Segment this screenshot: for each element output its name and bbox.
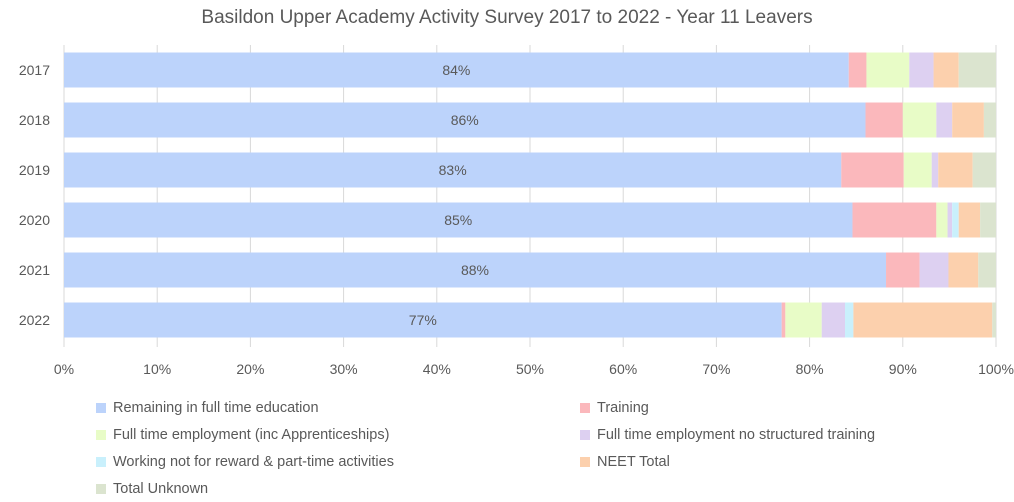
bar-segment-2021-s3 xyxy=(919,252,949,288)
bar-segment-2019-s3 xyxy=(931,152,939,188)
bar-segment-2022-s2 xyxy=(785,302,822,338)
legend-swatch xyxy=(96,430,106,440)
data-label: 84% xyxy=(442,62,470,78)
bar-segment-2022-s1 xyxy=(781,302,786,338)
legend-label: Working not for reward & part-time activ… xyxy=(113,454,394,470)
y-category-label: 2018 xyxy=(19,112,50,128)
bar-segment-2020-s4 xyxy=(952,202,959,238)
x-tick-label: 0% xyxy=(54,361,74,377)
bar-segment-2020-s1 xyxy=(852,202,937,238)
x-tick-label: 50% xyxy=(516,361,544,377)
bar-segment-2019-s6 xyxy=(972,152,996,188)
legend-item: Full time employment (inc Apprenticeship… xyxy=(96,427,389,443)
stacked-bar-chart: 0% 10% 20% 30% 40% 50% 60% 70% 80% 90% 100% 2017 84%… xyxy=(19,45,1014,377)
legend-item: Remaining in full time education xyxy=(96,400,319,416)
bar-segment-2018-s1 xyxy=(865,102,903,138)
bar-segment-2018-s0 xyxy=(64,102,866,138)
legend-item: Total Unknown xyxy=(96,481,208,497)
legend-label: NEET Total xyxy=(597,454,670,470)
legend-swatch xyxy=(580,403,590,413)
bar-segment-2018-s5 xyxy=(952,102,984,138)
x-tick-label: 100% xyxy=(978,361,1014,377)
y-category-label: 2021 xyxy=(19,262,50,278)
bar-segment-2018-s2 xyxy=(902,102,937,138)
bar-segment-2019-s1 xyxy=(841,152,904,188)
data-label: 77% xyxy=(409,312,437,328)
legend-swatch xyxy=(96,484,106,494)
legend-swatch xyxy=(96,457,106,467)
bar-segment-2022-s5 xyxy=(853,302,993,338)
bar-segment-2017-s3 xyxy=(909,52,934,88)
y-category-label: 2022 xyxy=(19,312,50,328)
bar-segment-2021-s0 xyxy=(64,252,887,288)
legend-item: Full time employment no structured train… xyxy=(580,427,875,443)
bar-segment-2021-s1 xyxy=(886,252,920,288)
bar-segment-2019-s0 xyxy=(64,152,842,188)
legend-swatch xyxy=(96,403,106,413)
y-category-label: 2019 xyxy=(19,162,50,178)
legend-swatch xyxy=(580,430,590,440)
bar-segment-2017-s0 xyxy=(64,52,849,88)
legend-swatch xyxy=(580,457,590,467)
bar-segment-2020-s2 xyxy=(936,202,948,238)
bar-segment-2021-s5 xyxy=(948,252,979,288)
bar-segment-2020-s0 xyxy=(64,202,853,238)
x-tick-label: 20% xyxy=(236,361,264,377)
bar-segment-2017-s5 xyxy=(933,52,959,88)
bar-segment-2020-s3 xyxy=(947,202,953,238)
bar-segment-2018-s6 xyxy=(983,102,996,138)
x-tick-label: 70% xyxy=(702,361,730,377)
bar-segment-2017-s6 xyxy=(958,52,996,88)
bar-segment-2022-s3 xyxy=(821,302,846,338)
y-category-label: 2020 xyxy=(19,212,50,228)
legend-item: Training xyxy=(580,400,649,416)
legend-label: Training xyxy=(597,400,649,416)
legend-label: Remaining in full time education xyxy=(113,400,319,416)
bar-segment-2020-s6 xyxy=(980,202,996,238)
data-label: 86% xyxy=(451,112,479,128)
data-label: 88% xyxy=(461,262,489,278)
bar-segment-2022-s6 xyxy=(992,302,996,338)
bar-segment-2022-s4 xyxy=(845,302,854,338)
data-label: 85% xyxy=(444,212,472,228)
legend-item: NEET Total xyxy=(580,454,670,470)
data-label: 83% xyxy=(439,162,467,178)
bar-segment-2019-s2 xyxy=(903,152,932,188)
x-tick-label: 90% xyxy=(889,361,917,377)
bar-segment-2017-s1 xyxy=(848,52,867,88)
legend-item: Working not for reward & part-time activ… xyxy=(96,454,394,470)
bar-segment-2021-s6 xyxy=(978,252,996,288)
x-tick-label: 30% xyxy=(330,361,358,377)
legend-label: Full time employment no structured train… xyxy=(597,427,876,443)
x-tick-label: 60% xyxy=(609,361,637,377)
y-category-label: 2017 xyxy=(19,62,50,78)
legend-label: Total Unknown xyxy=(113,481,209,497)
bar-segment-2020-s5 xyxy=(958,202,981,238)
legend-label: Full time employment (inc Apprenticeship… xyxy=(113,427,390,443)
chart-title: Basildon Upper Academy Activity Survey 2… xyxy=(201,7,813,28)
x-tick-label: 40% xyxy=(423,361,451,377)
x-tick-label: 10% xyxy=(143,361,171,377)
bar-segment-2017-s2 xyxy=(866,52,910,88)
bar-segment-2019-s5 xyxy=(938,152,973,188)
bar-segment-2018-s3 xyxy=(936,102,953,138)
bar-segment-2022-s0 xyxy=(64,302,782,338)
x-tick-label: 80% xyxy=(796,361,824,377)
